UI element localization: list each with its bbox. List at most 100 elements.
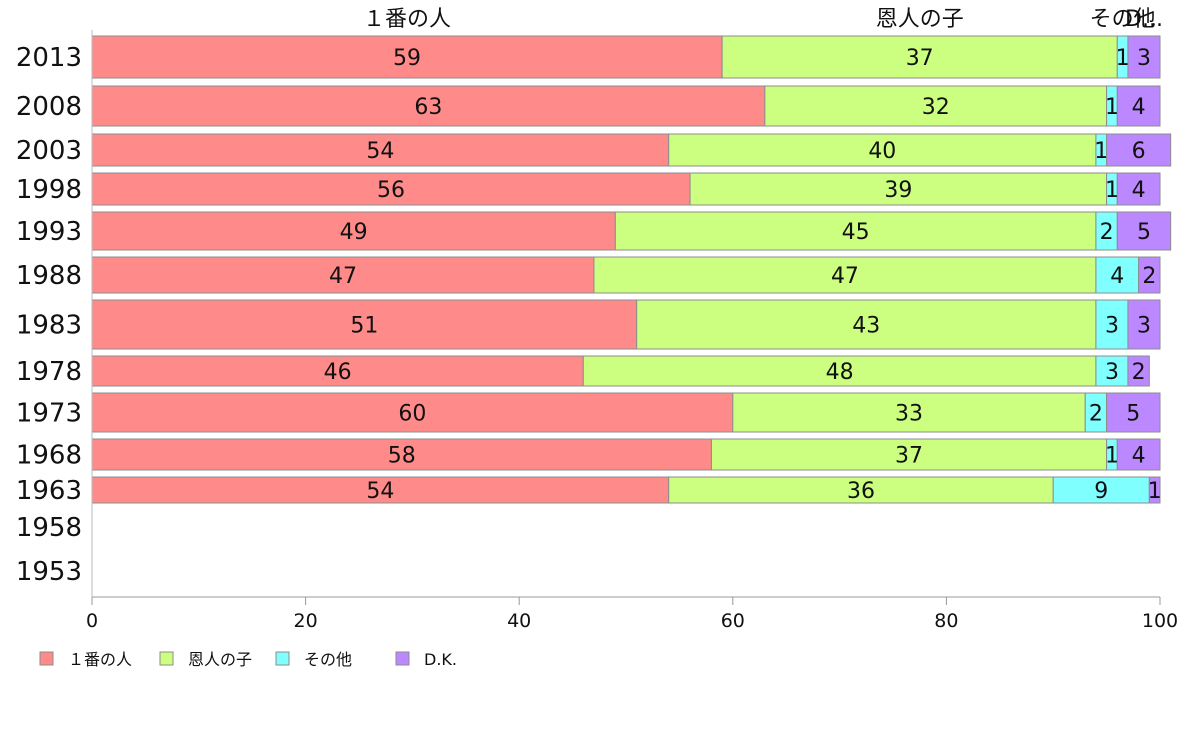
bar-segment: [582, 355, 1097, 387]
top-label: １番の人: [363, 7, 451, 32]
data-label: 9: [1094, 479, 1108, 504]
data-label: 5: [1137, 220, 1151, 245]
data-label: 47: [329, 264, 357, 289]
data-label: 4: [1132, 444, 1146, 469]
data-label: 1: [1105, 444, 1119, 469]
data-label: 1: [1116, 46, 1130, 71]
bar-segment: [91, 211, 616, 251]
data-label: 63: [414, 95, 442, 120]
bar-segment: [710, 438, 1108, 471]
category-label: 1953: [16, 557, 82, 587]
data-label: 4: [1132, 178, 1146, 203]
legend-swatch: [395, 651, 410, 666]
category-label: 1998: [16, 175, 82, 205]
data-label: 3: [1105, 314, 1119, 339]
data-label: 37: [895, 444, 923, 469]
data-label: 6: [1132, 139, 1146, 164]
category-label: 1993: [16, 217, 82, 247]
bar-segment: [668, 476, 1054, 504]
top-labels: １番の人 恩人の子 その他D...: [363, 7, 1163, 32]
data-label: 4: [1132, 95, 1146, 120]
data-label: 33: [895, 402, 923, 427]
x-tick-label: 100: [1142, 610, 1178, 632]
bar-segment: [1095, 355, 1129, 387]
x-tick-label: 60: [721, 610, 745, 632]
bar-segment: [1116, 85, 1161, 127]
data-label: 1: [1105, 178, 1119, 203]
x-axis: 0 20 40 60 80 100: [86, 30, 1178, 632]
bar-segment: [764, 85, 1108, 127]
bar-segment: [636, 299, 1097, 350]
y-axis-labels: 2013 2008 2003 1998 1993 1988 1983 1978 1973 1968…: [16, 43, 82, 587]
data-label: 3: [1137, 46, 1151, 71]
category-label: 1978: [16, 357, 82, 387]
bar-segment: [1116, 172, 1161, 206]
legend-swatch: [39, 651, 54, 666]
data-label: 5: [1126, 402, 1140, 427]
data-label: 58: [388, 444, 416, 469]
data-label: 46: [324, 360, 352, 385]
data-label: 47: [831, 264, 859, 289]
bar-segment: [1052, 476, 1150, 504]
x-tick-label: 20: [294, 610, 318, 632]
data-label: 54: [366, 479, 394, 504]
data-label: 49: [340, 220, 368, 245]
legend-label: D.K.: [424, 650, 457, 669]
bar-segment: [1116, 211, 1172, 251]
data-label: 1: [1148, 479, 1162, 504]
data-label: 60: [398, 402, 426, 427]
data-label: 3: [1105, 360, 1119, 385]
data-label: 56: [377, 178, 405, 203]
data-label: 43: [852, 314, 880, 339]
bar-segment: [1095, 299, 1129, 350]
bar-segment: [91, 355, 584, 387]
bar-segment: [91, 438, 712, 471]
top-label: その他: [1090, 7, 1156, 32]
legend-swatch: [159, 651, 174, 666]
legend-label: その他: [304, 650, 352, 669]
bar-segment: [721, 35, 1118, 79]
data-label: 48: [826, 360, 854, 385]
bar-segment: [1127, 355, 1150, 387]
bar-segment: [1116, 438, 1161, 471]
bar-segment: [1127, 299, 1161, 350]
data-label: 32: [922, 95, 950, 120]
data-label: 40: [868, 139, 896, 164]
category-label: 2013: [16, 43, 82, 73]
legend-swatch: [275, 651, 290, 666]
data-label: 39: [884, 178, 912, 203]
data-label: 2: [1089, 402, 1103, 427]
category-label: 1988: [16, 261, 82, 291]
bar-segment: [91, 392, 734, 433]
data-label: 54: [366, 139, 394, 164]
data-label: 4: [1110, 264, 1124, 289]
category-label: 1963: [16, 476, 82, 506]
bar-segment: [1106, 392, 1161, 433]
bar-segment: [1095, 256, 1140, 294]
bar-segment: [1106, 133, 1172, 167]
category-label: 1973: [16, 399, 82, 429]
category-label: 2003: [16, 136, 82, 166]
top-label: D...: [1125, 7, 1163, 32]
bar-segment: [91, 35, 723, 79]
bar-segment: [614, 211, 1097, 251]
x-tick-label: 40: [507, 610, 531, 632]
bar-segment: [593, 256, 1097, 294]
data-label: 51: [350, 314, 378, 339]
x-tick-label: 80: [934, 610, 958, 632]
top-label: 恩人の子: [876, 7, 964, 32]
bar-segment: [1138, 256, 1161, 294]
legend-label: １番の人: [68, 650, 132, 669]
category-label: 1958: [16, 513, 82, 543]
bars: 59 37 1 363 32 1 454 40 1 656 39 1 449 45 2 547 47 4 251 43…: [91, 35, 1172, 504]
bar-segment: [1127, 35, 1161, 79]
data-label: 59: [393, 46, 421, 71]
bar-segment: [91, 172, 691, 206]
category-label: 1968: [16, 441, 82, 471]
data-label: 1: [1105, 95, 1119, 120]
legend-label: 恩人の子: [188, 650, 252, 669]
data-label: 2: [1100, 220, 1114, 245]
data-label: 45: [842, 220, 870, 245]
data-label: 3: [1137, 314, 1151, 339]
